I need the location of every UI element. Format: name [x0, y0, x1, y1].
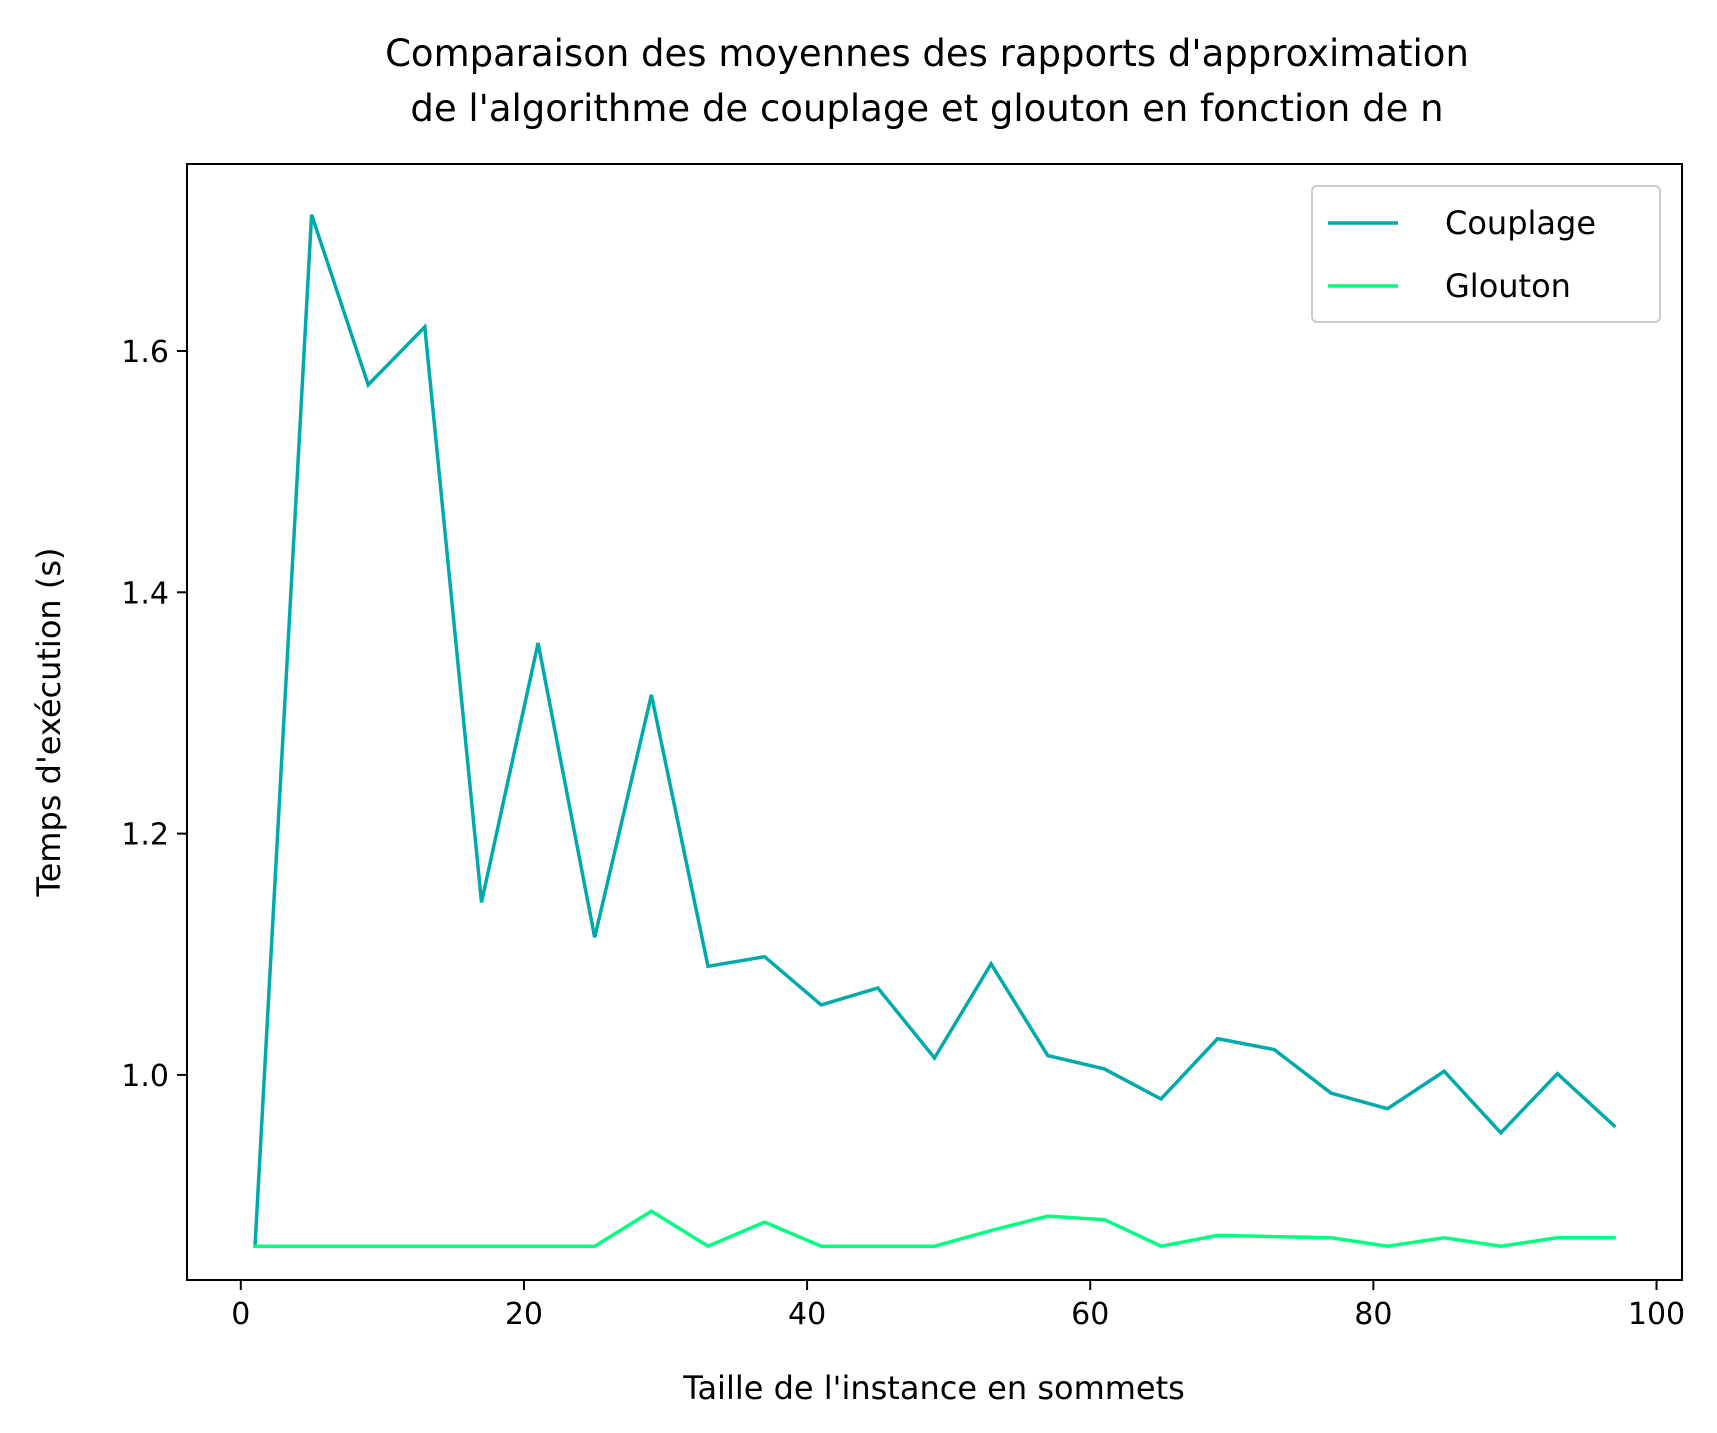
- y-axis-label: Temps d'exécution (s): [30, 548, 68, 898]
- x-tick-label: 80: [1354, 1297, 1392, 1332]
- legend-label-couplage: Couplage: [1445, 204, 1596, 242]
- x-axis-label: Taille de l'instance en sommets: [682, 1369, 1185, 1407]
- x-tick-label: 100: [1628, 1297, 1685, 1332]
- y-tick-label: 1.2: [121, 818, 169, 853]
- x-tick-label: 40: [788, 1297, 826, 1332]
- x-tick-label: 0: [231, 1297, 250, 1332]
- chart-title: Comparaison des moyennes des rapports d'…: [385, 32, 1469, 75]
- y-tick-label: 1.0: [121, 1059, 169, 1094]
- plot-frame: [186, 163, 1683, 1281]
- chart-subtitle: de l'algorithme de couplage et glouton e…: [410, 87, 1443, 130]
- x-tick-label: 20: [505, 1297, 543, 1332]
- x-tick-label: 60: [1071, 1297, 1109, 1332]
- series-line-glouton: [253, 1209, 1616, 1249]
- plot-area: [253, 214, 1617, 1249]
- legend: Couplage Glouton: [1311, 185, 1661, 323]
- series-line-couplage: [253, 214, 1617, 1249]
- legend-frame: [1311, 185, 1661, 323]
- y-tick-label: 1.6: [121, 335, 169, 370]
- legend-label-glouton: Glouton: [1445, 267, 1571, 305]
- y-tick-label: 1.4: [121, 576, 169, 611]
